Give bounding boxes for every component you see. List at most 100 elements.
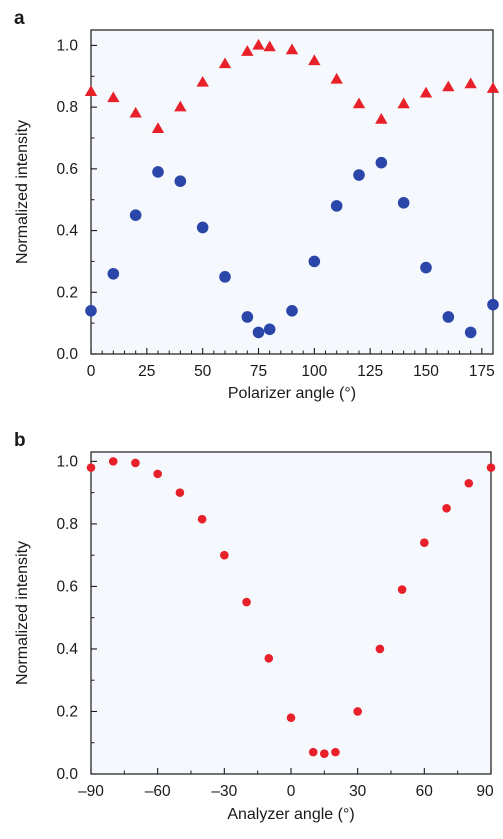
x-tick-label: 0 — [287, 783, 296, 800]
data-point-circle — [241, 311, 254, 323]
data-point-circle — [420, 261, 432, 274]
x-tick-label: 175 — [469, 363, 495, 380]
data-point-circle — [252, 326, 265, 339]
data-point-triangle — [107, 91, 120, 103]
panel-a: a 0.0 0.2 0.4 0.6 0.8 1.0 0 25 50 75 100… — [14, 8, 500, 402]
axis-ticks-b — [90, 460, 492, 775]
data-point-circle — [353, 707, 362, 716]
data-point-triangle — [241, 45, 254, 56]
data-point-triangle — [285, 43, 299, 55]
data-point-triangle — [263, 40, 276, 52]
data-point-triangle — [218, 57, 232, 69]
data-point-triangle — [375, 112, 388, 124]
x-tick-label: 100 — [301, 363, 327, 380]
data-point-circle — [220, 550, 229, 560]
data-point-circle — [286, 305, 298, 317]
data-point-circle — [353, 169, 365, 181]
data-point-circle — [175, 488, 185, 497]
panel-b-letter: b — [14, 430, 26, 451]
data-point-triangle — [352, 97, 366, 109]
y-tick-label: 0.0 — [56, 766, 78, 783]
y-tick-label: 1.0 — [56, 454, 78, 471]
y-tick-label: 0.4 — [56, 223, 78, 240]
data-point-circle — [286, 713, 296, 723]
data-point-circle — [330, 200, 343, 212]
data-point-circle — [197, 514, 207, 524]
plot-area-b — [90, 451, 492, 775]
data-point-circle — [442, 311, 455, 323]
plot-area-a — [90, 29, 494, 355]
data-point-triangle — [330, 72, 343, 84]
y-tick-label: 0.4 — [56, 641, 78, 658]
data-point-triangle — [486, 82, 500, 93]
data-point-circle — [174, 175, 187, 187]
data-point-triangle — [397, 97, 410, 109]
data-point-circle — [308, 255, 321, 268]
data-point-circle — [487, 298, 499, 311]
data-point-circle — [375, 156, 388, 169]
x-tick-label: 125 — [357, 363, 383, 380]
data-point-circle — [107, 267, 120, 280]
data-point-circle — [308, 747, 318, 757]
y-tick-label: 0.6 — [56, 579, 78, 596]
data-point-triangle — [129, 106, 142, 118]
data-point-circle — [153, 469, 162, 479]
data-point-circle — [152, 166, 164, 178]
data-point-circle — [131, 458, 140, 468]
y-axis-title-a: Normalized intensity — [14, 120, 31, 264]
data-point-circle — [108, 457, 118, 466]
axis-ticks-a — [90, 44, 494, 355]
x-tick-label: 90 — [476, 783, 494, 800]
data-point-triangle — [442, 80, 455, 92]
x-tick-label: 25 — [138, 363, 155, 380]
data-point-circle — [464, 326, 477, 339]
x-axis-title-b: Analyzer angle (°) — [227, 806, 354, 823]
data-point-circle — [320, 749, 329, 758]
x-tick-label: 60 — [416, 783, 434, 800]
data-point-triangle — [174, 100, 187, 112]
x-tick-labels-a: 0 25 50 75 100 125 150 175 — [87, 363, 495, 380]
data-point-circle — [486, 463, 496, 472]
data-point-circle — [85, 305, 97, 317]
data-point-circle — [263, 323, 276, 336]
x-tick-label: 150 — [413, 363, 439, 380]
panel-a-letter: a — [14, 8, 25, 29]
data-points-a — [84, 38, 500, 339]
data-point-triangle — [151, 122, 165, 133]
y-tick-label: 0.6 — [56, 161, 78, 178]
y-tick-labels-a: 0.0 0.2 0.4 0.6 0.8 1.0 — [56, 37, 78, 363]
data-point-circle — [464, 478, 474, 488]
x-tick-label: 50 — [194, 363, 212, 380]
y-tick-label: 0.8 — [56, 516, 78, 533]
data-point-circle — [242, 597, 251, 607]
y-tick-labels-b: 0.0 0.2 0.4 0.6 0.8 1.0 — [56, 454, 78, 784]
data-point-triangle — [84, 85, 98, 96]
x-tick-labels-b: –90 –60 –30 0 30 60 90 — [78, 783, 494, 800]
data-point-circle — [331, 747, 340, 757]
x-tick-label: –30 — [211, 783, 237, 800]
x-tick-label: 30 — [349, 783, 367, 800]
y-tick-label: 0.2 — [56, 284, 78, 301]
data-point-circle — [196, 221, 209, 234]
x-tick-label: 75 — [250, 363, 267, 380]
y-tick-label: 1.0 — [56, 37, 78, 54]
x-tick-label: –90 — [78, 783, 104, 800]
data-point-circle — [397, 197, 410, 209]
y-axis-title-b: Normalized intensity — [14, 541, 31, 685]
data-point-triangle — [252, 38, 265, 50]
data-point-circle — [86, 463, 96, 472]
data-point-circle — [129, 209, 142, 221]
y-tick-label: 0.0 — [56, 346, 78, 363]
data-point-triangle — [308, 54, 321, 66]
data-point-circle — [375, 644, 385, 654]
data-point-circle — [219, 271, 231, 283]
data-point-triangle — [196, 75, 209, 87]
data-point-triangle — [419, 86, 433, 98]
y-tick-label: 0.2 — [56, 704, 78, 721]
data-point-circle — [264, 654, 274, 663]
panel-b: b 0.0 0.2 0.4 0.6 0.8 1.0 –90 –60 –30 0 … — [14, 430, 496, 823]
x-axis-title-a: Polarizer angle (°) — [228, 385, 356, 402]
x-tick-label: 0 — [87, 363, 96, 380]
data-point-triangle — [464, 77, 477, 89]
